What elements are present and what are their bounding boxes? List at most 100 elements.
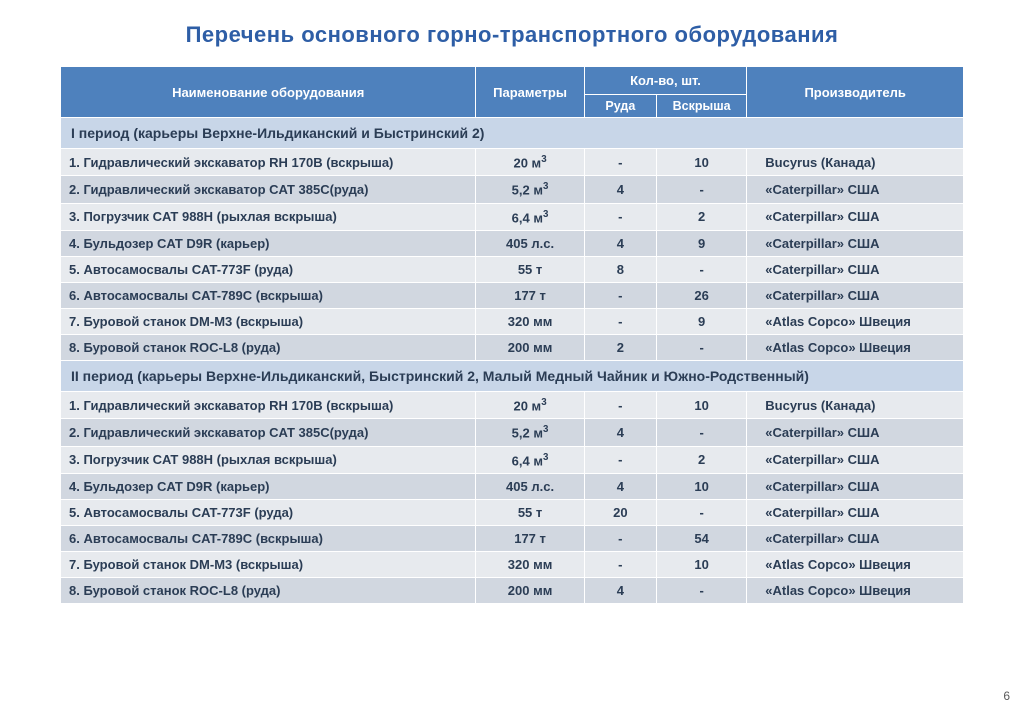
cell-qty-over: 2 [656,203,746,230]
page-title: Перечень основного горно-транспортного о… [60,22,964,48]
cell-param: 177 т [476,282,584,308]
cell-maker: «Caterpillar» США [747,499,964,525]
th-qty-over: Вскрыша [656,95,746,118]
cell-qty-ore: - [584,446,656,473]
cell-param: 6,4 м3 [476,203,584,230]
table-row: 2. Гидравлический экскаватор CAT 385С(ру… [61,419,964,446]
cell-maker: «Atlas Copco» Швеция [747,308,964,334]
cell-qty-over: 9 [656,308,746,334]
cell-maker: Bucyrus (Канада) [747,391,964,418]
cell-qty-over: - [656,419,746,446]
cell-maker: «Caterpillar» США [747,419,964,446]
table-row: 1. Гидравлический экскаватор RH 170B (вс… [61,391,964,418]
cell-name: 5. Автосамосвалы CAT-773F (руда) [61,256,476,282]
cell-param: 20 м3 [476,391,584,418]
section-title: II период (карьеры Верхне-Ильдиканский, … [61,360,964,391]
cell-name: 1. Гидравлический экскаватор RH 170B (вс… [61,391,476,418]
cell-param: 320 мм [476,551,584,577]
cell-qty-ore: - [584,308,656,334]
section-title: I период (карьеры Верхне-Ильдиканский и … [61,118,964,149]
table-row: 4. Бульдозер CAT D9R (карьер)405 л.с.49«… [61,230,964,256]
cell-maker: «Caterpillar» США [747,230,964,256]
cell-name: 3. Погрузчик CAT 988H (рыхлая вскрыша) [61,203,476,230]
cell-param: 55 т [476,256,584,282]
cell-maker: «Caterpillar» США [747,282,964,308]
equipment-table: Наименование оборудования Параметры Кол-… [60,66,964,604]
cell-qty-ore: 4 [584,577,656,603]
table-row: 3. Погрузчик CAT 988H (рыхлая вскрыша)6,… [61,446,964,473]
section-row: II период (карьеры Верхне-Ильдиканский, … [61,360,964,391]
th-name: Наименование оборудования [61,67,476,118]
page-number: 6 [1003,689,1010,703]
cell-qty-over: - [656,499,746,525]
cell-qty-ore: - [584,551,656,577]
table-row: 5. Автосамосвалы CAT-773F (руда)55 т8-«C… [61,256,964,282]
table-header: Наименование оборудования Параметры Кол-… [61,67,964,118]
cell-qty-over: 9 [656,230,746,256]
cell-param: 177 т [476,525,584,551]
cell-qty-over: 54 [656,525,746,551]
cell-name: 6. Автосамосвалы CAT-789С (вскрыша) [61,282,476,308]
cell-qty-over: 10 [656,149,746,176]
th-qty: Кол-во, шт. [584,67,747,95]
cell-param: 405 л.с. [476,473,584,499]
cell-qty-ore: - [584,391,656,418]
cell-qty-ore: 20 [584,499,656,525]
table-row: 1. Гидравлический экскаватор RH 170B (вс… [61,149,964,176]
cell-name: 5. Автосамосвалы CAT-773F (руда) [61,499,476,525]
cell-param: 320 мм [476,308,584,334]
cell-name: 4. Бульдозер CAT D9R (карьер) [61,230,476,256]
cell-qty-over: 26 [656,282,746,308]
cell-qty-over: - [656,176,746,203]
cell-qty-ore: 4 [584,473,656,499]
cell-param: 5,2 м3 [476,176,584,203]
cell-maker: «Atlas Copco» Швеция [747,577,964,603]
cell-maker: «Caterpillar» США [747,473,964,499]
table-row: 6. Автосамосвалы CAT-789С (вскрыша)177 т… [61,525,964,551]
cell-param: 6,4 м3 [476,446,584,473]
cell-qty-ore: 8 [584,256,656,282]
cell-qty-over: - [656,577,746,603]
cell-qty-ore: 2 [584,334,656,360]
cell-maker: «Caterpillar» США [747,525,964,551]
table-row: 3. Погрузчик CAT 988H (рыхлая вскрыша)6,… [61,203,964,230]
table-body: I период (карьеры Верхне-Ильдиканский и … [61,118,964,604]
table-row: 8. Буровой станок ROC-L8 (руда)200 мм4-«… [61,577,964,603]
table-row: 5. Автосамосвалы CAT-773F (руда)55 т20-«… [61,499,964,525]
cell-param: 55 т [476,499,584,525]
table-row: 7. Буровой станок DM-M3 (вскрыша)320 мм-… [61,308,964,334]
cell-param: 20 м3 [476,149,584,176]
cell-param: 5,2 м3 [476,419,584,446]
cell-name: 8. Буровой станок ROC-L8 (руда) [61,577,476,603]
cell-qty-over: 10 [656,391,746,418]
cell-name: 7. Буровой станок DM-M3 (вскрыша) [61,551,476,577]
cell-qty-over: 10 [656,551,746,577]
cell-maker: Bucyrus (Канада) [747,149,964,176]
cell-maker: «Caterpillar» США [747,446,964,473]
cell-name: 2. Гидравлический экскаватор CAT 385С(ру… [61,176,476,203]
cell-maker: «Caterpillar» США [747,256,964,282]
cell-qty-ore: - [584,525,656,551]
table-row: 8. Буровой станок ROC-L8 (руда)200 мм2-«… [61,334,964,360]
table-row: 7. Буровой станок DM-M3 (вскрыша)320 мм-… [61,551,964,577]
cell-name: 3. Погрузчик CAT 988H (рыхлая вскрыша) [61,446,476,473]
cell-qty-ore: - [584,149,656,176]
cell-qty-over: 10 [656,473,746,499]
cell-name: 8. Буровой станок ROC-L8 (руда) [61,334,476,360]
cell-qty-over: 2 [656,446,746,473]
table-row: 4. Бульдозер CAT D9R (карьер)405 л.с.410… [61,473,964,499]
th-qty-ore: Руда [584,95,656,118]
table-row: 6. Автосамосвалы CAT-789С (вскрыша)177 т… [61,282,964,308]
cell-name: 4. Бульдозер CAT D9R (карьер) [61,473,476,499]
cell-maker: «Atlas Copco» Швеция [747,551,964,577]
cell-qty-ore: - [584,203,656,230]
th-params: Параметры [476,67,584,118]
cell-name: 7. Буровой станок DM-M3 (вскрыша) [61,308,476,334]
th-maker: Производитель [747,67,964,118]
cell-qty-over: - [656,256,746,282]
section-row: I период (карьеры Верхне-Ильдиканский и … [61,118,964,149]
cell-maker: «Atlas Copco» Швеция [747,334,964,360]
cell-maker: «Caterpillar» США [747,176,964,203]
cell-param: 200 мм [476,577,584,603]
cell-qty-ore: 4 [584,230,656,256]
